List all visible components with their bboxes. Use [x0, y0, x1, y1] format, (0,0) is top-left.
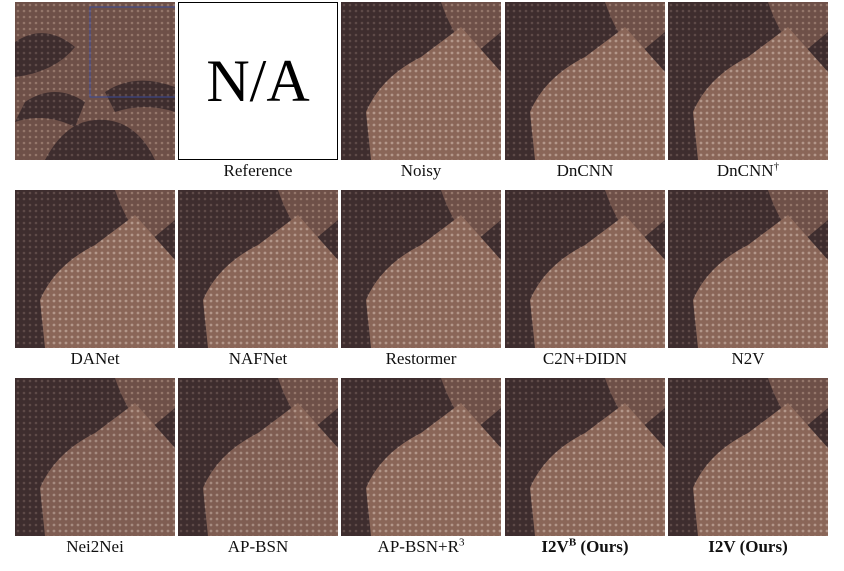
caption-text: Noisy	[400, 161, 442, 180]
texture	[693, 27, 828, 160]
texture	[366, 215, 501, 348]
caption-text: I2V (Ours)	[708, 537, 788, 556]
texture	[530, 27, 665, 160]
caption-text: DnCNN	[556, 161, 614, 180]
texture	[203, 215, 338, 348]
caption-superscript: B	[568, 536, 577, 549]
texture	[40, 403, 175, 536]
result-image	[178, 190, 338, 348]
caption-superscript: †	[773, 160, 780, 173]
result-image	[505, 2, 665, 160]
texture	[366, 403, 501, 536]
caption: I2V (Ours)	[668, 537, 828, 557]
result-image	[668, 2, 828, 160]
caption: C2N+DIDN	[505, 349, 665, 369]
caption: DANet	[15, 349, 175, 369]
texture	[115, 190, 175, 245]
result-image	[505, 378, 665, 536]
texture	[768, 378, 828, 433]
texture	[40, 215, 175, 348]
caption: Noisy	[341, 161, 501, 181]
caption-text: N2V	[731, 349, 765, 368]
texture	[693, 403, 828, 536]
caption: Restormer	[341, 349, 501, 369]
texture	[441, 378, 501, 433]
result-image	[668, 190, 828, 348]
caption: AP-BSN	[178, 537, 338, 557]
texture	[605, 190, 665, 245]
caption-suffix: (Ours)	[576, 537, 629, 556]
texture	[530, 403, 665, 536]
caption-text: Restormer	[385, 349, 457, 368]
result-image	[668, 378, 828, 536]
texture	[366, 27, 501, 160]
result-image	[505, 190, 665, 348]
texture	[115, 378, 175, 433]
result-image	[178, 378, 338, 536]
caption: DnCNN†	[668, 161, 828, 181]
caption-text: DANet	[70, 349, 120, 368]
texture	[605, 2, 665, 57]
texture	[441, 2, 501, 57]
caption-superscript: 3	[458, 536, 465, 549]
caption: DnCNN	[505, 161, 665, 181]
result-image	[15, 378, 175, 536]
texture	[441, 190, 501, 245]
caption: NAFNet	[178, 349, 338, 369]
texture	[768, 190, 828, 245]
caption: Nei2Nei	[15, 537, 175, 557]
texture	[693, 215, 828, 348]
texture	[203, 403, 338, 536]
caption-text: Reference	[223, 161, 293, 180]
placeholder: N/A	[178, 2, 338, 160]
caption-text: NAFNet	[228, 349, 288, 368]
overview-image	[15, 2, 175, 160]
caption: Reference	[178, 161, 338, 181]
texture	[530, 215, 665, 348]
caption: N2V	[668, 349, 828, 369]
caption-text: Nei2Nei	[66, 537, 124, 556]
texture	[278, 378, 338, 433]
result-image	[341, 190, 501, 348]
texture	[605, 378, 665, 433]
caption: I2VB (Ours)	[505, 537, 665, 557]
result-image	[15, 190, 175, 348]
caption: AP-BSN+R3	[341, 537, 501, 557]
result-image	[341, 378, 501, 536]
result-image	[341, 2, 501, 160]
caption-text: DnCNN	[716, 161, 774, 180]
texture	[768, 2, 828, 57]
caption-text: AP-BSN+R	[377, 537, 459, 556]
caption-text: AP-BSN	[227, 537, 289, 556]
caption-text: C2N+DIDN	[542, 349, 628, 368]
texture	[278, 190, 338, 245]
caption-text: I2V	[541, 537, 569, 556]
